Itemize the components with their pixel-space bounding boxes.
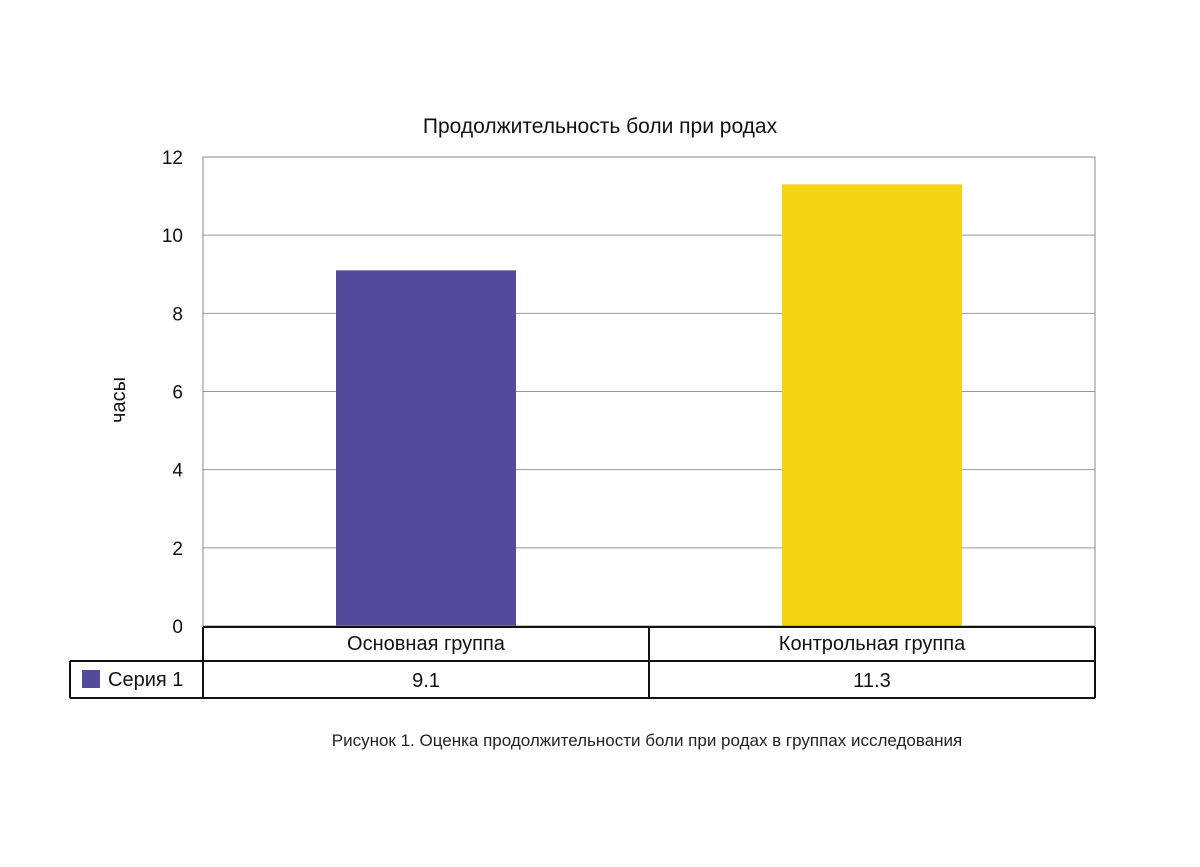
y-tick-label: 10: [162, 226, 183, 247]
y-tick-label: 0: [172, 617, 183, 638]
y-tick-label: 4: [172, 461, 183, 482]
legend-series-name: Серия 1: [108, 669, 183, 691]
y-tick-label: 6: [172, 383, 183, 404]
chart-title: Продолжительность боли при родах: [423, 115, 778, 138]
data-value-label: 11.3: [853, 670, 890, 692]
data-value-label: 9.1: [412, 670, 440, 692]
y-tick-label: 12: [162, 148, 183, 169]
bar: [336, 270, 516, 626]
y-axis-label: часы: [108, 377, 130, 423]
y-tick-label: 8: [172, 304, 183, 325]
y-axis-ticks: 0 2 4 6 8 10 12: [162, 148, 184, 638]
legend-swatch: [82, 670, 100, 688]
category-label: Основная группа: [347, 633, 506, 655]
y-tick-label: 2: [172, 539, 183, 560]
figure-caption: Рисунок 1. Оценка продолжительности боли…: [331, 731, 963, 750]
bar: [782, 184, 962, 626]
bars: [336, 184, 962, 626]
data-table: Основная группа Контрольная группа Серия…: [69, 626, 1096, 699]
category-label: Контрольная группа: [779, 633, 966, 655]
